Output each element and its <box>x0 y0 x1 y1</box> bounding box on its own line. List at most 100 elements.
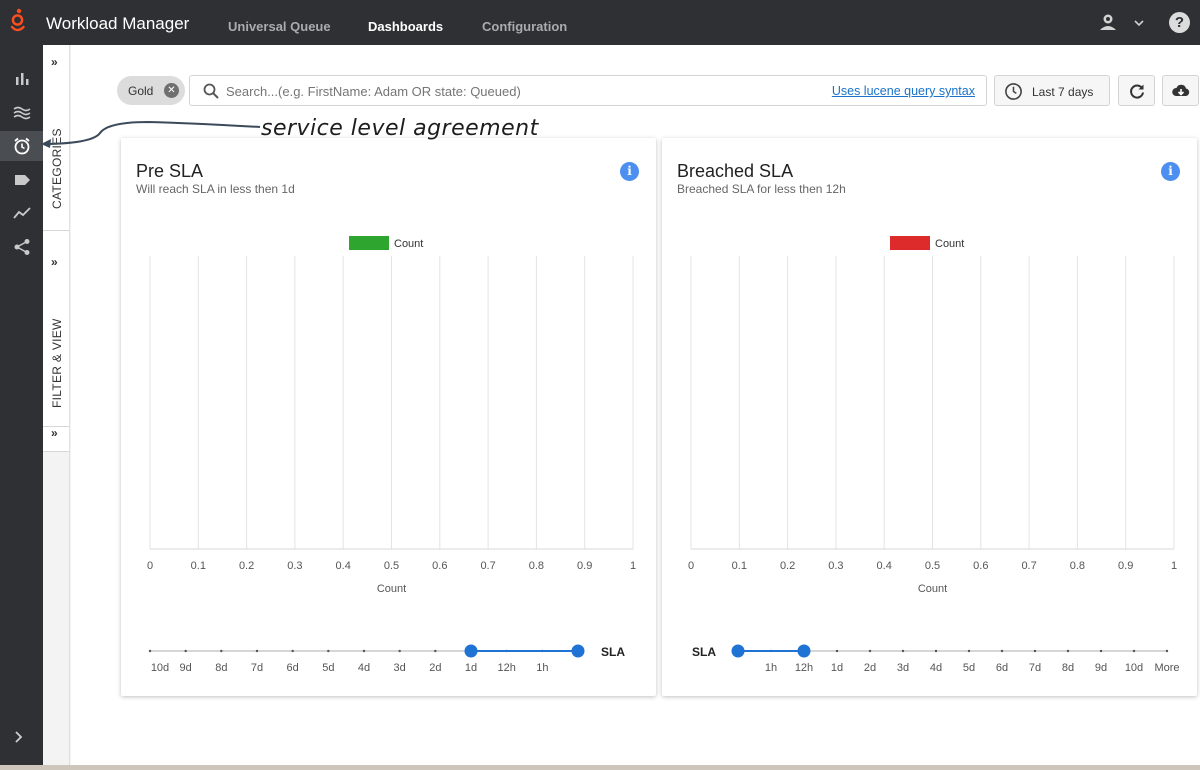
x-axis-label: Count <box>377 583 406 595</box>
card-title: Breached SLA <box>677 161 794 181</box>
filter-view-panel-tab[interactable]: » FILTER & VIEW <box>43 231 69 427</box>
x-tick-label: 1 <box>1171 560 1177 572</box>
share-icon <box>14 239 29 255</box>
slider-handle[interactable] <box>797 644 811 658</box>
slider-tick <box>362 649 366 653</box>
breached-sla-card: Breached SLA Breached SLA for less then … <box>662 138 1197 696</box>
rail-item-queues[interactable] <box>0 98 43 128</box>
slider-tick-label: 1d <box>831 662 843 674</box>
slider-tick <box>967 649 971 653</box>
info-icon[interactable]: i <box>1161 162 1180 181</box>
panel-tab-3[interactable]: » <box>43 426 69 452</box>
expand-panel-icon[interactable]: » <box>51 426 58 440</box>
slider-tick <box>255 649 259 653</box>
slider-tick-label: 1h <box>765 662 777 674</box>
slider-tick <box>1000 649 1004 653</box>
bottom-edge <box>0 765 1200 770</box>
slider-tick <box>220 649 223 653</box>
info-icon[interactable]: i <box>620 162 639 181</box>
refresh-button[interactable] <box>1118 75 1155 106</box>
slider-tick-label: 7d <box>251 662 263 674</box>
rail-item-share[interactable] <box>0 232 43 262</box>
x-tick-label: 0.3 <box>828 560 843 572</box>
x-tick-label: 0 <box>147 560 153 572</box>
filter-chip-gold[interactable]: Gold ✕ <box>117 76 185 105</box>
slider-tick <box>327 649 330 653</box>
chevron-right-icon[interactable] <box>9 727 29 747</box>
slider-label: SLA <box>692 645 716 659</box>
slider-tick-label: 2d <box>429 662 441 674</box>
main-content: Gold ✕ Uses lucene query syntax Last 7 d… <box>71 45 1200 765</box>
filter-view-label: FILTER & VIEW <box>50 318 64 408</box>
x-tick-label: 0.7 <box>1021 560 1036 572</box>
trend-line-icon <box>12 207 31 219</box>
app-title: Workload Manager <box>46 14 190 33</box>
chip-label: Gold <box>128 83 154 98</box>
slider-tick-label: 6d <box>287 662 299 674</box>
slider-handle[interactable] <box>731 644 745 658</box>
slider-tick <box>148 649 152 653</box>
pre-sla-card: Pre SLA Will reach SLA in less then 1d i… <box>121 138 656 696</box>
date-range-button[interactable]: Last 7 days <box>994 75 1110 106</box>
expand-filter-icon[interactable]: » <box>51 255 58 269</box>
x-tick-label: 0.8 <box>1070 560 1085 572</box>
x-tick-label: 0.6 <box>432 560 447 572</box>
slider-tick-label: 7d <box>1029 662 1041 674</box>
genesys-logo-icon[interactable] <box>8 7 28 37</box>
user-icon[interactable] <box>1098 12 1118 32</box>
cloud-download-icon <box>1171 84 1189 96</box>
x-tick-label: 0.1 <box>191 560 206 572</box>
slider-tick-label: 4d <box>358 662 370 674</box>
slider-tick-label: 6d <box>996 662 1008 674</box>
slider-handle[interactable] <box>571 644 585 658</box>
rail-item-trends[interactable] <box>0 198 43 228</box>
lucene-syntax-link[interactable]: Uses lucene query syntax <box>831 84 975 98</box>
slider-tick <box>1132 649 1136 653</box>
slider-tick <box>934 649 938 653</box>
categories-panel-tab[interactable]: » CATEGORIES <box>43 45 69 231</box>
download-button[interactable] <box>1162 75 1199 106</box>
search-icon <box>203 83 219 99</box>
x-tick-label: 0.8 <box>529 560 544 572</box>
tab-dashboards[interactable]: Dashboards <box>368 19 444 34</box>
slider-tick <box>398 649 401 653</box>
rail-item-tags[interactable] <box>0 165 43 195</box>
slider-tick-label: 10d <box>151 662 169 674</box>
slider-tick <box>434 649 437 653</box>
tab-configuration[interactable]: Configuration <box>482 19 568 34</box>
slider-tick-label: 8d <box>1062 662 1074 674</box>
slider-tick-label: 3d <box>394 662 406 674</box>
slider-tick <box>1165 649 1169 653</box>
slider-tick-label: 5d <box>963 662 975 674</box>
slider-label: SLA <box>601 645 625 659</box>
rail-item-reports[interactable] <box>0 64 43 94</box>
card-title: Pre SLA <box>136 161 204 181</box>
x-tick-label: 0.1 <box>732 560 747 572</box>
slider-handle[interactable] <box>464 644 478 658</box>
x-axis-label: Count <box>918 583 947 595</box>
slider-tick-label: 1d <box>465 662 477 674</box>
slider-tick <box>835 649 839 653</box>
legend-swatch <box>349 236 389 250</box>
slider-tick-label: 9d <box>180 662 192 674</box>
side-panel-filler <box>43 452 69 765</box>
rail-item-sla[interactable] <box>0 131 43 161</box>
tab-universal-queue[interactable]: Universal Queue <box>228 19 331 34</box>
slider-tick-label: 12h <box>497 662 515 674</box>
search-input[interactable] <box>226 80 806 102</box>
pre-sla-chart: Count 0 0.1 0.2 0.3 0.4 0.5 0.6 0.7 0.8 0.9 1 Count 1… <box>147 236 636 674</box>
x-tick-label: 0 <box>688 560 694 572</box>
help-icon[interactable]: ? <box>1169 12 1190 33</box>
breached-sla-chart: Count 0 0.1 0.2 0.3 0.4 0.5 0.6 0.7 0.8 0.9 1 Count 1… <box>688 236 1180 674</box>
slider-tick-label: 10d <box>1125 662 1143 674</box>
close-icon[interactable]: ✕ <box>164 83 179 98</box>
search-box: Uses lucene query syntax <box>189 75 987 106</box>
expand-categories-icon[interactable]: » <box>51 55 58 69</box>
x-tick-label: 0.3 <box>287 560 302 572</box>
slider-tick-label: 3d <box>897 662 909 674</box>
slider-tick-label: 12h <box>795 662 813 674</box>
x-tick-label: 0.9 <box>1118 560 1133 572</box>
annotation-arrow <box>41 120 261 148</box>
slider-tick-label: 2d <box>864 662 876 674</box>
chevron-down-icon[interactable] <box>1133 17 1145 29</box>
